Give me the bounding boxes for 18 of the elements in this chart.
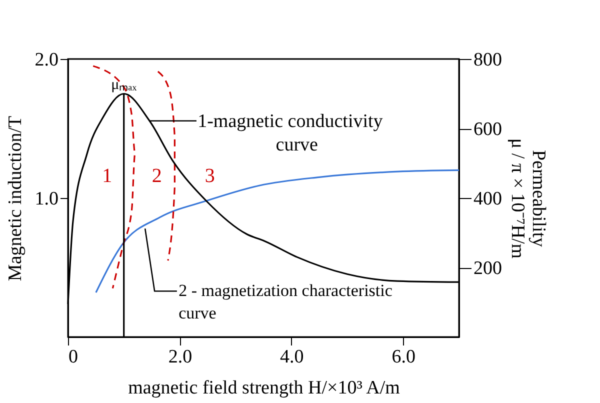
annotation: 3 [204,164,215,187]
y-axis-title: Magnetic induction/T [4,116,26,282]
y2-tick-label: 800 [474,50,502,70]
y2-axis-title: Permeability μ / π × 10⁻⁷H/m [507,138,549,259]
x-tick-label: 0 [68,346,78,368]
annotation: 1 [102,164,112,187]
annotation: 1-magnetic conductivity curve [198,110,384,156]
annotation: 2 [152,164,162,187]
annotation: μₘₐₓ [111,77,138,94]
x-tick-label: 4.0 [280,346,304,368]
x-axis-title: magnetic field strength H/×10³ A/m [128,378,400,398]
y2-tick-label: 600 [474,119,502,140]
y2-tick-label: 200 [474,258,502,279]
y2-tick-label: 400 [474,188,502,210]
y-tick-label: 1.0 [34,188,58,210]
annotation: 2 - magnetization characteristic curve [178,281,393,322]
x-tick-label: 6.0 [392,346,416,368]
x-tick-label: 2.0 [168,346,192,368]
